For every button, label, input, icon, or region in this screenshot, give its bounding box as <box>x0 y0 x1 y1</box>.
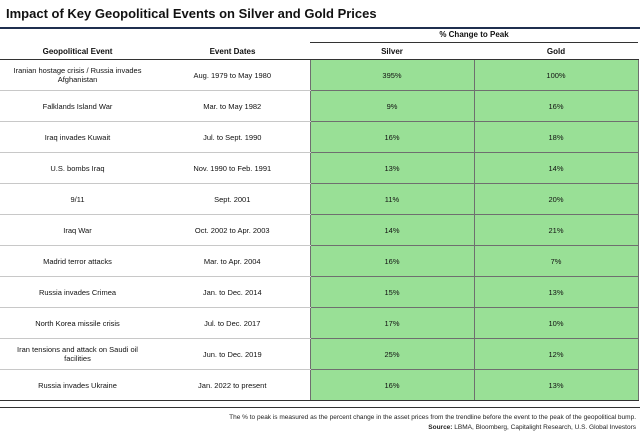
event-cell: Iraq War <box>0 214 155 246</box>
gold-value-cell: 13% <box>473 369 639 401</box>
column-header-gold: Gold <box>474 43 638 60</box>
gold-value-cell: 13% <box>473 276 639 308</box>
silver-value-cell: 14% <box>309 214 475 246</box>
dates-cell: Jan. 2022 to present <box>155 369 310 401</box>
dates-cell: Sept. 2001 <box>155 183 310 215</box>
table-title: Impact of Key Geopolitical Events on Sil… <box>6 6 377 21</box>
table-row: Russia invades Ukraine Jan. 2022 to prese… <box>0 369 639 401</box>
title-divider <box>0 27 640 29</box>
source-line: Source: LBMA, Bloomberg, Capitalight Res… <box>16 424 636 431</box>
silver-value-cell: 11% <box>309 183 475 215</box>
column-header-event: Geopolitical Event <box>0 43 155 60</box>
event-cell: 9/11 <box>0 183 155 215</box>
silver-value-cell: 395% <box>309 59 475 91</box>
event-cell: Madrid terror attacks <box>0 245 155 277</box>
table-row: Falklands Island War Mar. to May 1982 9% 16… <box>0 90 639 122</box>
event-cell: U.S. bombs Iraq <box>0 152 155 184</box>
silver-value-cell: 16% <box>309 121 475 153</box>
gold-value-cell: 21% <box>473 214 639 246</box>
silver-value-cell: 16% <box>309 369 475 401</box>
event-cell: Falklands Island War <box>0 90 155 122</box>
table-row: Russia invades Crimea Jan. to Dec. 2014 15… <box>0 276 639 308</box>
column-header-silver: Silver <box>310 43 474 60</box>
event-cell: Russia invades Ukraine <box>0 369 155 401</box>
table-row: North Korea missile crisis Jul. to Dec. 2… <box>0 307 639 339</box>
events-table: Geopolitical Event Event Dates Silver Go… <box>0 43 639 401</box>
header-row: Geopolitical Event Event Dates Silver Go… <box>0 43 638 60</box>
silver-value-cell: 16% <box>309 245 475 277</box>
gold-value-cell: 20% <box>473 183 639 215</box>
gold-value-cell: 100% <box>473 59 639 91</box>
gold-value-cell: 10% <box>473 307 639 339</box>
group-header-divider <box>310 42 638 43</box>
dates-cell: Jul. to Dec. 2017 <box>155 307 310 339</box>
event-cell: Iranian hostage crisis / Russia invades … <box>0 59 155 91</box>
gold-value-cell: 18% <box>473 121 639 153</box>
dates-cell: Jun. to Dec. 2019 <box>155 338 310 370</box>
silver-value-cell: 9% <box>309 90 475 122</box>
dates-cell: Oct. 2002 to Apr. 2003 <box>155 214 310 246</box>
dates-cell: Aug. 1979 to May 1980 <box>155 59 310 91</box>
silver-value-cell: 25% <box>309 338 475 370</box>
table-row: Iranian hostage crisis / Russia invades … <box>0 59 639 91</box>
silver-value-cell: 13% <box>309 152 475 184</box>
bottom-divider <box>0 407 640 408</box>
gold-value-cell: 7% <box>473 245 639 277</box>
table-row: U.S. bombs Iraq Nov. 1990 to Feb. 1991 13%… <box>0 152 639 184</box>
gold-value-cell: 12% <box>473 338 639 370</box>
footnote: The % to peak is measured as the percent… <box>229 414 636 421</box>
dates-cell: Jul. to Sept. 1990 <box>155 121 310 153</box>
table-body: Iranian hostage crisis / Russia invades … <box>0 59 639 401</box>
dates-cell: Mar. to Apr. 2004 <box>155 245 310 277</box>
table-row: Iraq invades Kuwait Jul. to Sept. 1990 16%… <box>0 121 639 153</box>
table-row: Iran tensions and attack on Saudi oil fa… <box>0 338 639 370</box>
silver-value-cell: 17% <box>309 307 475 339</box>
dates-cell: Nov. 1990 to Feb. 1991 <box>155 152 310 184</box>
source-label: Source: <box>428 424 453 431</box>
event-cell: Iran tensions and attack on Saudi oil fa… <box>0 338 155 370</box>
table-row: Iraq War Oct. 2002 to Apr. 2003 14% 21% <box>0 214 639 246</box>
group-header-change-to-peak: % Change to Peak <box>439 30 509 39</box>
dates-cell: Jan. to Dec. 2014 <box>155 276 310 308</box>
silver-value-cell: 15% <box>309 276 475 308</box>
gold-value-cell: 14% <box>473 152 639 184</box>
dates-cell: Mar. to May 1982 <box>155 90 310 122</box>
event-cell: Russia invades Crimea <box>0 276 155 308</box>
table-row: 9/11 Sept. 2001 11% 20% <box>0 183 639 215</box>
source-text: LBMA, Bloomberg, Capitalight Research, U… <box>452 424 636 431</box>
table-row: Madrid terror attacks Mar. to Apr. 2004 16… <box>0 245 639 277</box>
gold-value-cell: 16% <box>473 90 639 122</box>
event-cell: Iraq invades Kuwait <box>0 121 155 153</box>
column-header-dates: Event Dates <box>155 43 310 60</box>
event-cell: North Korea missile crisis <box>0 307 155 339</box>
